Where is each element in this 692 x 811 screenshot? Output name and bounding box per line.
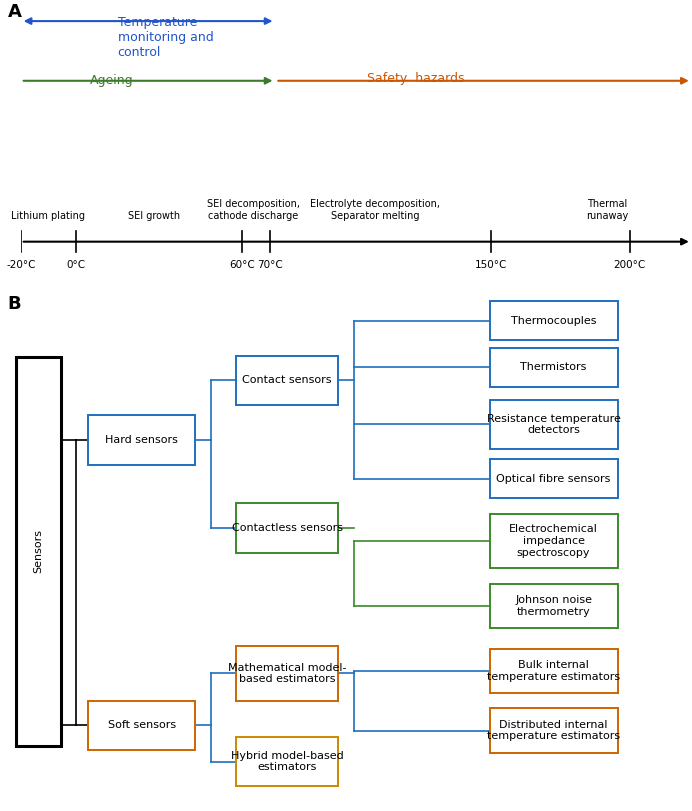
Text: Thermal
runaway: Thermal runaway xyxy=(586,200,629,221)
Text: Optical fibre sensors: Optical fibre sensors xyxy=(496,474,611,484)
Text: 200°C: 200°C xyxy=(614,260,646,270)
Text: Lithium plating: Lithium plating xyxy=(12,211,85,221)
Text: Contactless sensors: Contactless sensors xyxy=(232,523,343,533)
Text: Hard sensors: Hard sensors xyxy=(105,435,179,445)
Text: Resistance temperature
detectors: Resistance temperature detectors xyxy=(486,414,621,436)
Text: Hybrid model-based
estimators: Hybrid model-based estimators xyxy=(231,751,343,773)
FancyBboxPatch shape xyxy=(15,357,61,746)
FancyBboxPatch shape xyxy=(89,701,195,750)
FancyBboxPatch shape xyxy=(490,459,617,498)
Text: Electrolyte decomposition,
Separator melting: Electrolyte decomposition, Separator mel… xyxy=(310,200,440,221)
Text: 70°C: 70°C xyxy=(257,260,283,270)
FancyBboxPatch shape xyxy=(236,355,338,405)
Text: Ageing: Ageing xyxy=(90,75,134,88)
Text: 0°C: 0°C xyxy=(66,260,86,270)
FancyBboxPatch shape xyxy=(490,301,617,340)
Text: Soft sensors: Soft sensors xyxy=(108,720,176,731)
Text: A: A xyxy=(8,3,21,21)
Text: 150°C: 150°C xyxy=(475,260,507,270)
Text: -20°C: -20°C xyxy=(6,260,35,270)
Text: Bulk internal
temperature estimators: Bulk internal temperature estimators xyxy=(487,660,620,682)
FancyBboxPatch shape xyxy=(490,514,617,569)
FancyBboxPatch shape xyxy=(490,400,617,449)
FancyBboxPatch shape xyxy=(490,348,617,387)
Text: B: B xyxy=(7,294,21,312)
Text: Electrochemical
impedance
spectroscopy: Electrochemical impedance spectroscopy xyxy=(509,525,598,558)
FancyBboxPatch shape xyxy=(236,646,338,701)
Text: Sensors: Sensors xyxy=(33,530,43,573)
Text: Johnson noise
thermometry: Johnson noise thermometry xyxy=(515,595,592,617)
Text: Thermistors: Thermistors xyxy=(520,363,587,372)
Text: SEI growth: SEI growth xyxy=(127,211,180,221)
FancyBboxPatch shape xyxy=(89,415,195,465)
Text: SEI decomposition,
cathode discharge: SEI decomposition, cathode discharge xyxy=(207,200,300,221)
FancyBboxPatch shape xyxy=(236,504,338,553)
Text: Contact sensors: Contact sensors xyxy=(242,375,332,385)
Text: Thermocouples: Thermocouples xyxy=(511,315,597,325)
FancyBboxPatch shape xyxy=(490,584,617,628)
Text: Mathematical model-
based estimators: Mathematical model- based estimators xyxy=(228,663,347,684)
Text: Safety  hazards: Safety hazards xyxy=(367,71,464,84)
Text: Temperature
monitoring and
control: Temperature monitoring and control xyxy=(118,16,213,59)
Text: Distributed internal
temperature estimators: Distributed internal temperature estimat… xyxy=(487,719,620,741)
FancyBboxPatch shape xyxy=(490,709,617,753)
Text: 60°C: 60°C xyxy=(229,260,255,270)
FancyBboxPatch shape xyxy=(236,737,338,787)
FancyBboxPatch shape xyxy=(490,649,617,693)
